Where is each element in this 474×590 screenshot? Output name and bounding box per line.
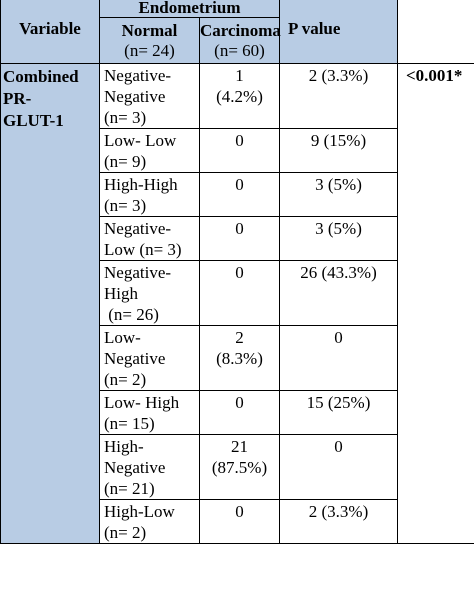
table-row: Negative- High (n= 26) 0 26 (43.3%) [1,260,474,326]
subgroup-label-line: Low- High [104,393,180,412]
group-label-line: Combined [3,67,79,86]
subgroup-label-line: High-High [104,175,178,194]
subgroup-label-line: High-Low [104,502,175,521]
normal-cell: 0 [199,499,280,544]
subgroup-label: Negative- Low (n= 3) [99,216,200,261]
carcinoma-cell: 9 (15%) [279,128,398,173]
subgroup-label: Low- Negative (n= 2) [99,325,200,391]
subgroup-label-line: Low (n= 3) [104,240,182,259]
subgroup-label: High- Negative (n= 21) [99,434,200,500]
normal-cell: 21 (87.5%) [199,434,280,500]
normal-percent: (4.2%) [216,87,263,106]
subgroup-label: High-Low (n= 2) [99,499,200,544]
carcinoma-header: Carcinoma (n= 60) [199,17,281,64]
subgroup-label: Low- High (n= 15) [99,390,200,435]
carcinoma-cell: 2 (3.3%) [279,499,398,544]
table-row: High-High (n= 3) 0 3 (5%) [1,172,474,217]
subgroup-label-line: Negative [104,458,166,477]
normal-cell: 0 [199,390,280,435]
group-label-line: PR- [3,89,32,108]
carcinoma-cell: 2 (3.3%) [279,63,398,129]
subgroup-label-line: High- [104,437,144,456]
table-row: Combined PR- GLUT-1 Negative- Negative (… [0,63,474,544]
normal-value: 21 [231,437,248,456]
normal-cell: 2 (8.3%) [199,325,280,391]
subgroup-label-line: (n= 26) [104,305,159,324]
endometrium-header: Endometrium [99,0,280,18]
subgroup-label-line: (n= 2) [104,370,147,389]
subgroup-label-line: Negative [104,87,166,106]
carcinoma-cell: 3 (5%) [279,216,398,261]
carcinoma-cell: 3 (5%) [279,172,398,217]
pvalue-header: P value [279,0,398,64]
subgroup-label-line: Negative [104,349,166,368]
carcinoma-cell: 0 [279,434,398,500]
subgroup-label-line: Negative- [104,66,172,85]
table-row: Low- Negative (n= 2) 2 (8.3%) 0 [1,325,474,391]
subgroup-label-line: (n= 3) [104,196,147,215]
normal-cell: 0 [199,216,280,261]
subgroup-label-line: Low- Low [104,131,177,150]
subgroup-label: High-High (n= 3) [99,172,200,217]
normal-cell: 1 (4.2%) [199,63,280,129]
group-label: Combined PR- GLUT-1 [0,63,100,544]
table-row: Low- Low (n= 9) 0 9 (15%) [1,128,474,173]
pvalue-cell: <0.001* [397,63,474,544]
carcinoma-label: Carcinoma [200,20,281,40]
subgroup-label-line: (n= 21) [104,479,155,498]
table-row: Negative- Low (n= 3) 0 3 (5%) [1,216,474,261]
subgroup-label-line: Low- [104,328,141,347]
carcinoma-n: (n= 60) [214,40,265,60]
subgroup-label: Negative- Negative (n= 3) [99,63,200,129]
subgroup-label-line: (n= 15) [104,414,155,433]
normal-value: 2 [235,328,244,347]
normal-percent: (8.3%) [216,349,263,368]
normal-cell: 0 [199,260,280,326]
normal-cell: 0 [199,172,280,217]
carcinoma-cell: 15 (25%) [279,390,398,435]
normal-percent: (87.5%) [211,458,268,477]
carcinoma-cell: 0 [279,325,398,391]
table-row: High-Low (n= 2) 0 2 (3.3%) [1,499,474,544]
normal-header: Normal (n= 24) [99,17,200,64]
normal-n: (n= 24) [124,40,175,60]
subgroup-label: Low- Low (n= 9) [99,128,200,173]
subgroup-label-line: (n= 3) [104,108,147,127]
table-row: Low- High (n= 15) 0 15 (25%) [1,390,474,435]
subgroup-label-line: (n= 2) [104,523,147,542]
results-table: Variable Endometrium P value Normal (n= … [0,0,474,544]
subgroup-label-line: High [104,284,138,303]
normal-cell: 0 [199,128,280,173]
normal-label: Normal [121,20,178,40]
subgroup-label-line: Negative- [104,263,172,282]
group-label-line: GLUT-1 [3,111,64,130]
subgroup-label-line: Negative- [104,219,172,238]
normal-value: 1 [235,66,244,85]
carcinoma-cell: 26 (43.3%) [279,260,398,326]
variable-header: Variable [0,0,100,64]
table-row: High- Negative (n= 21) 21 (87.5%) 0 [1,434,474,500]
subgroup-label-line: (n= 9) [104,152,147,171]
subgroup-label: Negative- High (n= 26) [99,260,200,326]
